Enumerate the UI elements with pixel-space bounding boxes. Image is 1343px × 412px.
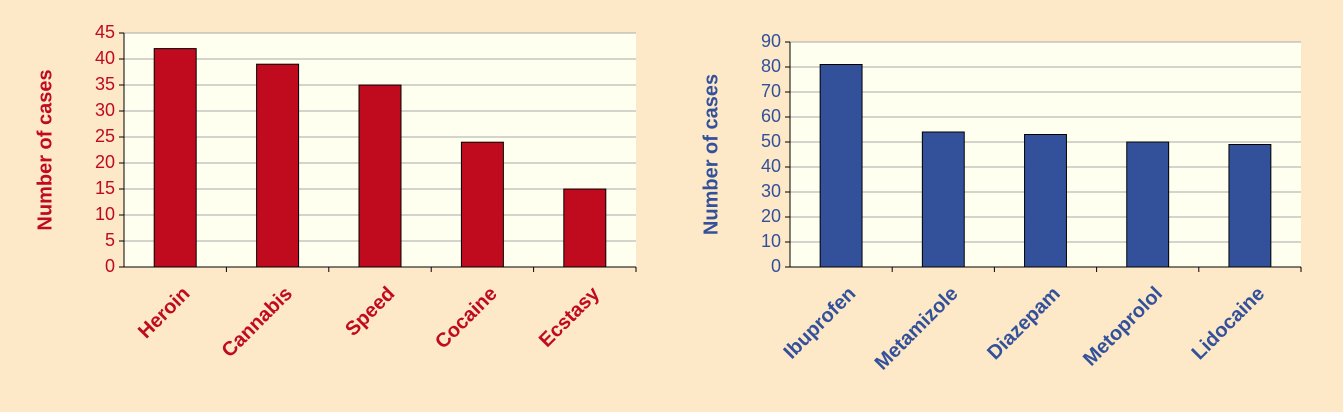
y-tick-label: 50 [761,131,781,151]
bar [460,141,504,268]
y-tick-label: 20 [95,152,115,172]
bar [1126,141,1170,268]
y-axis-label: Number of cases [34,69,56,230]
x-tick-label: Cocaine [431,283,502,354]
y-tick-label: 45 [95,22,115,42]
bar [153,48,197,268]
x-tick-label: Ibuprofen [780,283,861,364]
y-tick-label: 0 [105,256,115,276]
y-tick-label: 80 [761,56,781,76]
bar [563,188,607,268]
y-tick-label: 40 [761,156,781,176]
bar [921,131,965,268]
y-tick-label: 30 [95,100,115,120]
bar [1228,144,1272,268]
bar [1024,134,1067,268]
x-tick-label: Metoprolol [1079,283,1167,371]
x-tick-label: Metamizole [871,283,963,375]
y-tick-label: 10 [761,231,781,251]
y-tick-label: 20 [761,206,781,226]
x-tick-label: Ecstasy [535,282,605,352]
y-tick-label: 60 [761,106,781,126]
y-tick-label: 5 [105,230,115,250]
x-tick-label: Cannabis [218,283,297,362]
y-tick-label: 70 [761,81,781,101]
y-tick-label: 25 [95,126,115,146]
x-tick-label: Speed [341,283,399,341]
x-tick-label: Diazepam [983,283,1065,365]
y-tick-label: 30 [761,181,781,201]
bar [256,63,300,268]
y-tick-label: 10 [95,204,115,224]
x-tick-label: Heroin [134,283,194,343]
y-tick-label: 15 [95,178,115,198]
y-tick-label: 35 [95,74,115,94]
y-tick-label: 90 [761,31,781,51]
x-tick-label: Lidocaine [1188,283,1270,365]
y-tick-label: 40 [95,48,115,68]
y-axis-label: Number of cases [700,74,722,235]
bar [358,84,402,268]
y-tick-label: 0 [771,256,781,276]
bar [819,64,863,268]
